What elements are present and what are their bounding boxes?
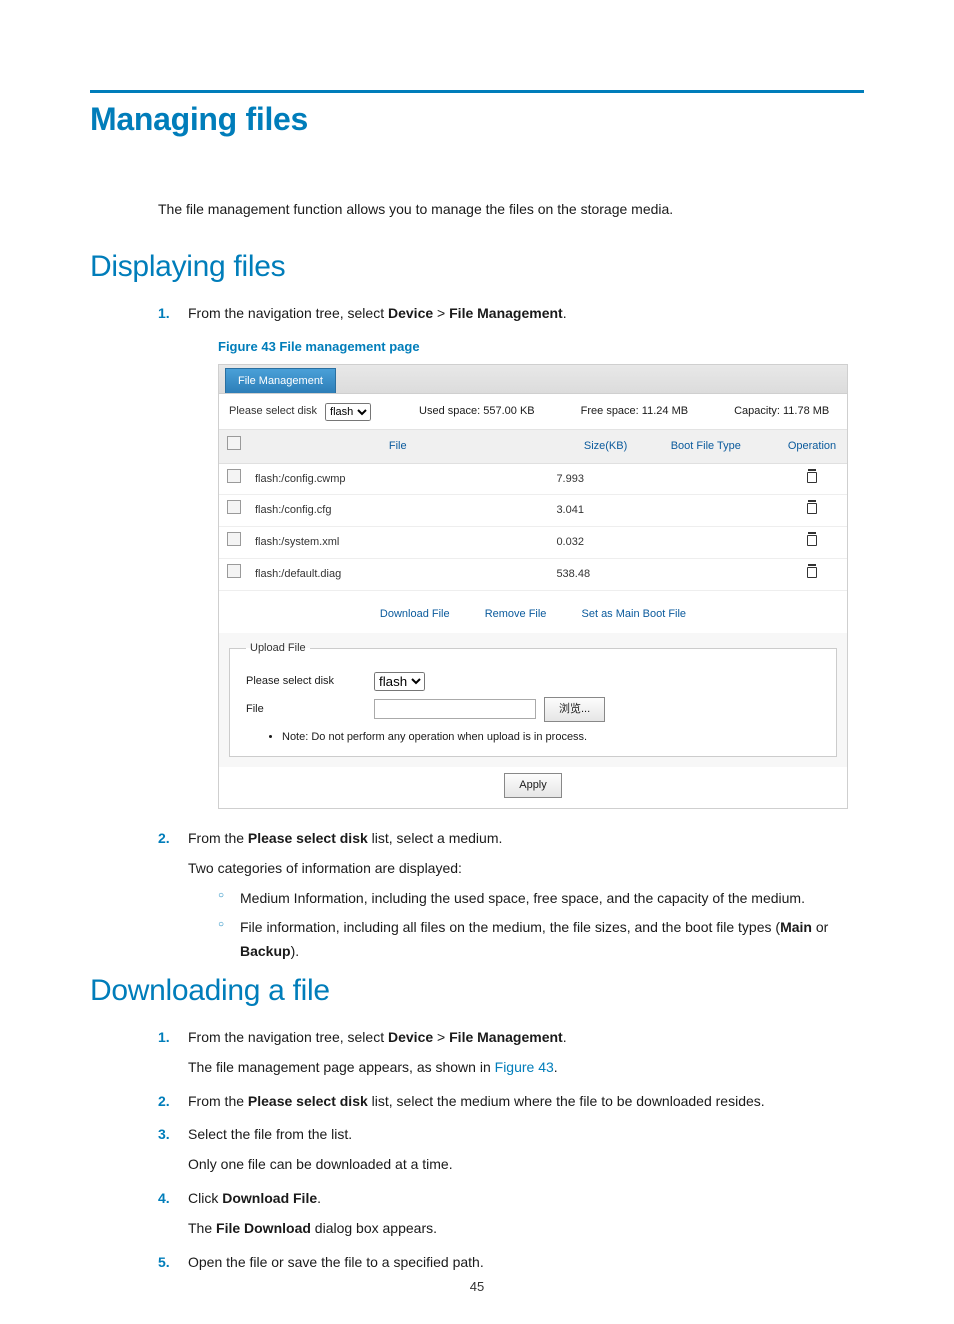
remove-file-link[interactable]: Remove File bbox=[485, 608, 547, 620]
table-row: flash:/config.cfg 3.041 bbox=[219, 495, 847, 527]
cell-boot bbox=[663, 463, 777, 495]
step-number: 5. bbox=[158, 1251, 170, 1275]
sublist-item: File information, including all files on… bbox=[218, 916, 864, 964]
downloading-step-3: 3. Select the file from the list. Only o… bbox=[158, 1123, 864, 1177]
intro-text: The file management function allows you … bbox=[158, 198, 864, 222]
cell-file: flash:/system.xml bbox=[247, 527, 548, 559]
col-checkbox[interactable] bbox=[219, 430, 247, 463]
set-main-boot-link[interactable]: Set as Main Boot File bbox=[582, 608, 687, 620]
page-title: Managing files bbox=[90, 101, 864, 138]
step-number: 1. bbox=[158, 1026, 170, 1050]
trash-icon[interactable] bbox=[806, 532, 818, 546]
upload-note: Note: Do not perform any operation when … bbox=[282, 728, 820, 747]
table-row: flash:/system.xml 0.032 bbox=[219, 527, 847, 559]
row-checkbox[interactable] bbox=[227, 564, 241, 578]
used-space: Used space: 557.00 KB bbox=[419, 402, 535, 421]
disk-info-row: Please select disk flash Used space: 557… bbox=[219, 394, 847, 430]
col-size[interactable]: Size(KB) bbox=[548, 430, 662, 463]
cell-file: flash:/default.diag bbox=[247, 558, 548, 590]
upload-disk-label: Please select disk bbox=[246, 672, 366, 691]
downloading-step-2: 2. From the Please select disk list, sel… bbox=[158, 1090, 864, 1114]
cell-file: flash:/config.cwmp bbox=[247, 463, 548, 495]
table-row: flash:/default.diag 538.48 bbox=[219, 558, 847, 590]
upload-disk-select[interactable]: flash bbox=[374, 672, 425, 691]
downloading-step-5: 5. Open the file or save the file to a s… bbox=[158, 1251, 864, 1275]
downloading-step-4: 4. Click Download File. The File Downloa… bbox=[158, 1187, 864, 1241]
section-downloading-heading: Downloading a file bbox=[90, 974, 864, 1008]
section-displaying-heading: Displaying files bbox=[90, 250, 864, 284]
apply-button[interactable]: Apply bbox=[504, 773, 562, 798]
step-number: 1. bbox=[158, 302, 170, 326]
row-checkbox[interactable] bbox=[227, 500, 241, 514]
figure-43-screenshot: File Management Please select disk flash… bbox=[218, 364, 848, 809]
trash-icon[interactable] bbox=[806, 564, 818, 578]
page-number: 45 bbox=[0, 1279, 954, 1294]
cell-size: 3.041 bbox=[548, 495, 662, 527]
upload-file-label: File bbox=[246, 700, 366, 719]
step2-followup: Two categories of information are displa… bbox=[188, 857, 864, 881]
cell-size: 538.48 bbox=[548, 558, 662, 590]
cell-boot bbox=[663, 527, 777, 559]
top-rule bbox=[90, 90, 864, 93]
table-action-links: Download File Remove File Set as Main Bo… bbox=[219, 591, 847, 634]
trash-icon[interactable] bbox=[806, 500, 818, 514]
capacity: Capacity: 11.78 MB bbox=[734, 402, 829, 421]
table-header-row: File Size(KB) Boot File Type Operation bbox=[219, 430, 847, 463]
displaying-step-2: 2. From the Please select disk list, sel… bbox=[158, 827, 864, 964]
tab-bar: File Management bbox=[219, 365, 847, 395]
figure-43-link[interactable]: Figure 43 bbox=[495, 1059, 554, 1075]
step-number: 2. bbox=[158, 827, 170, 851]
col-boot-type[interactable]: Boot File Type bbox=[663, 430, 777, 463]
displaying-step-1: 1. From the navigation tree, select Devi… bbox=[158, 302, 864, 809]
browse-button[interactable]: 浏览... bbox=[544, 697, 605, 722]
step-number: 3. bbox=[158, 1123, 170, 1147]
files-table: File Size(KB) Boot File Type Operation f… bbox=[219, 430, 847, 590]
table-row: flash:/config.cwmp 7.993 bbox=[219, 463, 847, 495]
step-number: 2. bbox=[158, 1090, 170, 1114]
sublist-item: Medium Information, including the used s… bbox=[218, 887, 864, 911]
cell-size: 0.032 bbox=[548, 527, 662, 559]
row-checkbox[interactable] bbox=[227, 532, 241, 546]
downloading-step-1: 1. From the navigation tree, select Devi… bbox=[158, 1026, 864, 1080]
select-all-checkbox[interactable] bbox=[227, 436, 241, 450]
figure-caption: Figure 43 File management page bbox=[218, 336, 864, 358]
col-operation[interactable]: Operation bbox=[777, 430, 847, 463]
cell-size: 7.993 bbox=[548, 463, 662, 495]
tab-file-management[interactable]: File Management bbox=[225, 368, 336, 394]
trash-icon[interactable] bbox=[806, 469, 818, 483]
cell-file: flash:/config.cfg bbox=[247, 495, 548, 527]
upload-legend: Upload File bbox=[246, 639, 310, 658]
upload-file-fieldset: Upload File Please select disk flash Fil… bbox=[229, 639, 837, 757]
disk-select-label: Please select disk bbox=[229, 402, 317, 421]
cell-boot bbox=[663, 558, 777, 590]
row-checkbox[interactable] bbox=[227, 469, 241, 483]
upload-file-input[interactable] bbox=[374, 699, 536, 719]
col-file[interactable]: File bbox=[247, 430, 548, 463]
download-file-link[interactable]: Download File bbox=[380, 608, 450, 620]
step-number: 4. bbox=[158, 1187, 170, 1211]
cell-boot bbox=[663, 495, 777, 527]
disk-select[interactable]: flash bbox=[325, 403, 371, 421]
free-space: Free space: 11.24 MB bbox=[581, 402, 688, 421]
